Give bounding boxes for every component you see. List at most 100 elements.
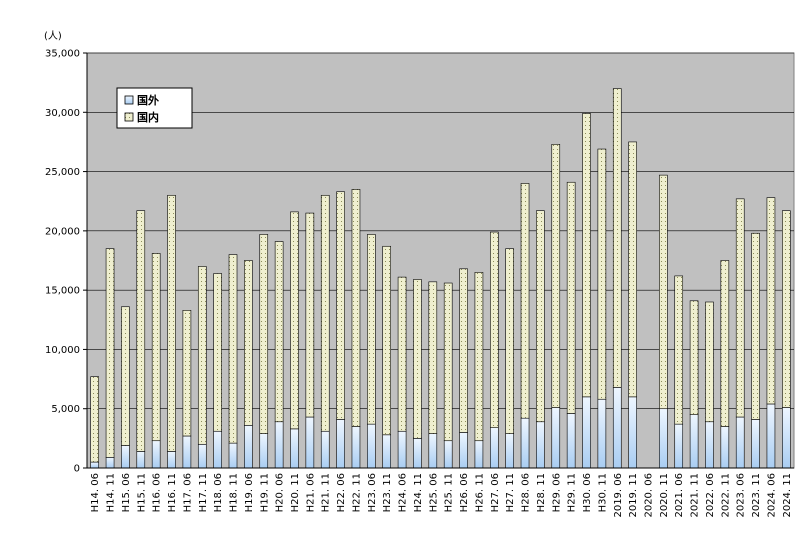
bar-domestic xyxy=(305,212,315,418)
bar-foreign xyxy=(382,434,392,469)
bar-foreign xyxy=(213,430,222,469)
x-tick-label: 2024. 11 xyxy=(782,473,793,518)
bar-foreign xyxy=(290,428,299,469)
bar-domestic xyxy=(320,194,330,432)
bar-domestic xyxy=(136,210,146,452)
x-tick-label: H27. 06 xyxy=(490,473,501,512)
bar-domestic xyxy=(397,276,407,432)
x-tick-label: H27. 11 xyxy=(505,473,516,512)
bar-foreign xyxy=(505,433,514,469)
bar-domestic xyxy=(213,273,222,432)
bar-domestic xyxy=(290,211,299,430)
bar-domestic xyxy=(520,183,530,419)
x-tick-label: 2022. 11 xyxy=(720,473,731,518)
bar-foreign xyxy=(413,438,422,469)
bar-domestic xyxy=(612,88,622,388)
bar-domestic xyxy=(705,301,714,423)
x-tick-label: H22. 06 xyxy=(336,473,347,512)
bar-foreign xyxy=(197,443,207,469)
y-tick-label: 10,000 xyxy=(45,345,80,356)
y-tick-label: 35,000 xyxy=(45,49,80,60)
x-tick-label: H29. 11 xyxy=(567,473,578,512)
x-axis-labels: H14. 06 H14. 11 H15. 06 H15. 11 H16. 06 H16. … xyxy=(90,473,793,518)
x-tick-label: H18. 06 xyxy=(213,473,224,512)
bar-domestic xyxy=(428,281,438,434)
bar-foreign xyxy=(274,421,284,469)
x-tick-label: 2019. 11 xyxy=(628,473,639,518)
bar-foreign xyxy=(612,387,622,469)
x-tick-label: H25. 06 xyxy=(428,473,439,512)
bar-domestic xyxy=(167,194,176,452)
bar-foreign xyxy=(705,421,714,469)
bar-foreign xyxy=(397,430,407,469)
bar-domestic xyxy=(582,113,591,398)
bar-foreign xyxy=(305,416,315,469)
bar-domestic xyxy=(551,144,561,408)
x-tick-label: H16. 11 xyxy=(167,473,178,512)
y-tick-label: 0 xyxy=(74,464,80,475)
bar-foreign xyxy=(659,408,668,469)
x-tick-label: H19. 11 xyxy=(259,473,270,512)
x-tick-label: H26. 11 xyxy=(474,473,485,512)
y-unit-label: (人) xyxy=(44,30,62,42)
bar-domestic xyxy=(244,260,253,426)
bar-foreign xyxy=(320,430,330,469)
bar-foreign xyxy=(489,427,499,469)
bar-foreign xyxy=(766,403,776,469)
bar-foreign xyxy=(597,398,607,469)
x-tick-label: H15. 06 xyxy=(121,473,132,512)
bar-foreign xyxy=(720,426,730,469)
bar-domestic xyxy=(505,248,514,434)
bar-domestic xyxy=(336,191,345,420)
bar-domestic xyxy=(597,148,607,400)
bar-foreign xyxy=(735,416,745,469)
bar-domestic xyxy=(351,189,361,427)
bar-domestic xyxy=(443,282,453,442)
bar-domestic xyxy=(720,260,730,427)
bar-foreign xyxy=(782,407,791,469)
x-tick-label: H20. 11 xyxy=(290,473,301,512)
y-tick-label: 20,000 xyxy=(45,226,80,237)
bar-foreign xyxy=(628,396,637,469)
x-tick-label: H25. 11 xyxy=(444,473,455,512)
bar-foreign xyxy=(151,440,161,469)
bar-foreign xyxy=(582,396,591,469)
bar-domestic xyxy=(766,197,776,405)
x-tick-label: H30. 06 xyxy=(582,473,593,512)
bar-foreign xyxy=(259,433,269,469)
bar-foreign xyxy=(566,413,576,469)
legend-label-foreign: 国外 xyxy=(137,93,159,107)
bar-domestic xyxy=(197,266,207,445)
bar-foreign xyxy=(105,457,115,469)
legend-swatch-domestic xyxy=(124,112,134,122)
bar-domestic xyxy=(566,181,576,414)
bar-domestic xyxy=(90,376,99,463)
bar-foreign xyxy=(90,461,99,469)
x-tick-label: 2023. 06 xyxy=(736,473,747,518)
bar-domestic xyxy=(382,245,392,436)
bar-domestic xyxy=(474,272,484,442)
bar-domestic xyxy=(105,248,115,458)
x-tick-label: H28. 06 xyxy=(521,473,532,512)
x-tick-label: 2022. 06 xyxy=(705,473,716,518)
x-tick-label: 2020. 06 xyxy=(643,473,654,518)
y-axis-ticks: 0 5,000 10,000 15,000 20,000 25,000 30,000 35,0… xyxy=(45,49,87,475)
legend-label-domestic: 国内 xyxy=(137,110,159,124)
x-tick-label: H23. 11 xyxy=(382,473,393,512)
x-tick-label: H22. 11 xyxy=(351,473,362,512)
bar-domestic xyxy=(259,234,269,434)
x-tick-label: 2020. 11 xyxy=(659,473,670,518)
bar-foreign xyxy=(443,440,453,469)
x-tick-label: H24. 06 xyxy=(398,473,409,512)
x-tick-label: 2021. 11 xyxy=(690,473,701,518)
bar-foreign xyxy=(351,426,361,469)
bar-foreign xyxy=(428,433,438,469)
x-tick-label: H18. 11 xyxy=(229,473,240,512)
bar-domestic xyxy=(674,275,684,425)
y-tick-label: 25,000 xyxy=(45,167,80,178)
x-tick-label: H21. 06 xyxy=(305,473,316,512)
bar-foreign xyxy=(689,414,699,469)
x-tick-label: H28. 11 xyxy=(536,473,547,512)
x-tick-label: H23. 06 xyxy=(367,473,378,512)
